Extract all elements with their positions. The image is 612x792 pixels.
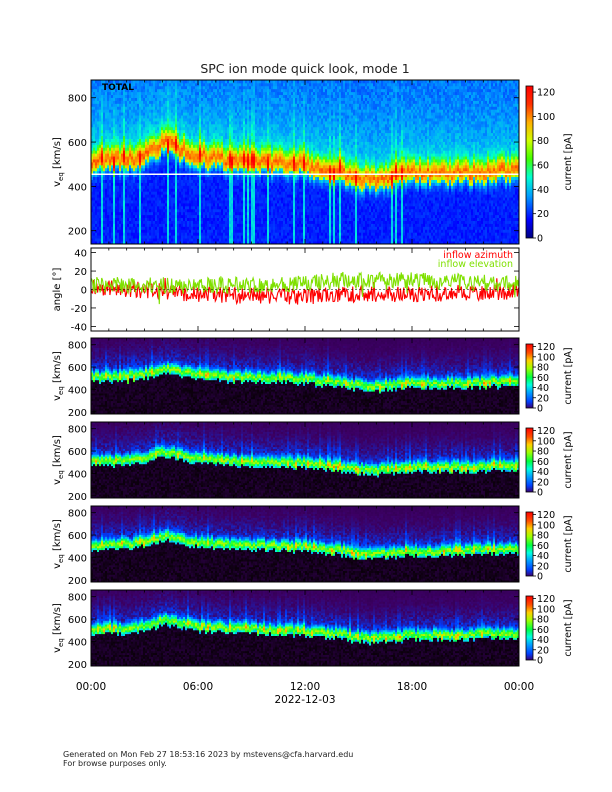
figure-title: SPC ion mode quick look, mode 1 bbox=[200, 61, 409, 76]
